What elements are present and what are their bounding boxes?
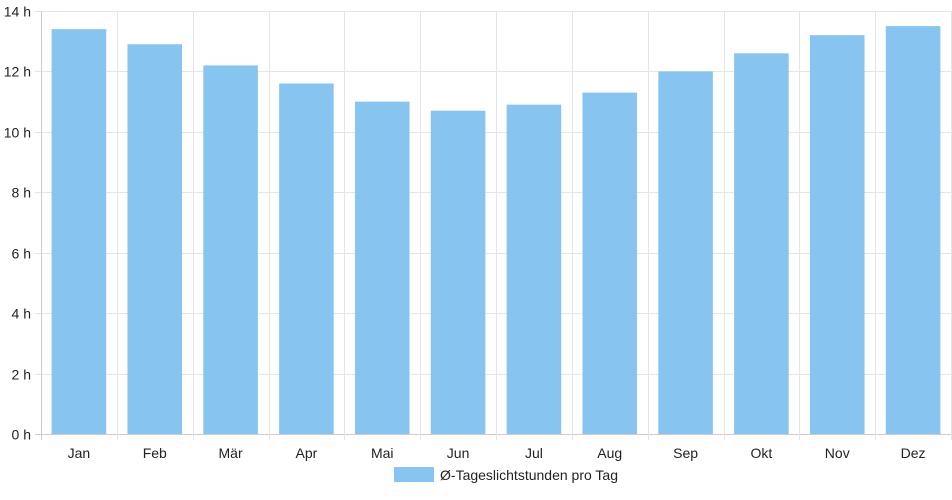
- axis-layer: 0 h 2 h 4 h 6 h 8 h 10 h 12 h 14 h Jan Feb Mär Apr M…: [4, 4, 926, 462]
- x-tick-label: Jan: [68, 445, 91, 461]
- bar-jul[interactable]: [506, 104, 562, 435]
- x-tick-label: Sep: [673, 445, 698, 461]
- x-tick-label: Okt: [751, 445, 773, 461]
- grid-layer: [35, 11, 952, 440]
- x-tick-label: Aug: [597, 445, 622, 461]
- bar-sep[interactable]: [658, 71, 713, 434]
- x-tick-label: Jul: [525, 445, 543, 461]
- bar-feb[interactable]: [127, 44, 183, 434]
- x-tick-label: Dez: [901, 445, 926, 461]
- bar-dez[interactable]: [885, 26, 941, 434]
- x-tick-label: Feb: [143, 445, 167, 461]
- bar-nov[interactable]: [809, 35, 865, 435]
- y-tick-label: 2 h: [12, 367, 31, 383]
- y-tick-label: 4 h: [12, 306, 31, 322]
- y-tick-label: 0 h: [12, 427, 31, 443]
- y-tick-label: 12 h: [4, 64, 31, 80]
- bar-aug[interactable]: [582, 92, 638, 434]
- x-tick-label: Mär: [219, 445, 243, 461]
- bar-okt[interactable]: [734, 53, 789, 435]
- bar-mär[interactable]: [203, 65, 258, 434]
- bar-apr[interactable]: [279, 83, 334, 434]
- legend-swatch: [394, 467, 435, 482]
- bar-jun[interactable]: [430, 110, 486, 434]
- x-tick-label: Nov: [825, 445, 850, 461]
- x-tick-label: Jun: [447, 445, 470, 461]
- y-tick-label: 6 h: [12, 246, 31, 262]
- bar-mai[interactable]: [354, 101, 410, 435]
- bars-layer: [51, 26, 941, 435]
- bar-jan[interactable]: [51, 29, 107, 434]
- y-tick-label: 10 h: [4, 125, 31, 141]
- x-tick-label: Apr: [296, 445, 318, 461]
- x-tick-label: Mai: [371, 445, 394, 461]
- legend[interactable]: Ø-Tageslichtstunden pro Tag: [394, 467, 618, 483]
- legend-label: Ø-Tageslichtstunden pro Tag: [440, 467, 618, 483]
- y-tick-label: 8 h: [12, 185, 31, 201]
- y-tick-label: 14 h: [4, 4, 31, 20]
